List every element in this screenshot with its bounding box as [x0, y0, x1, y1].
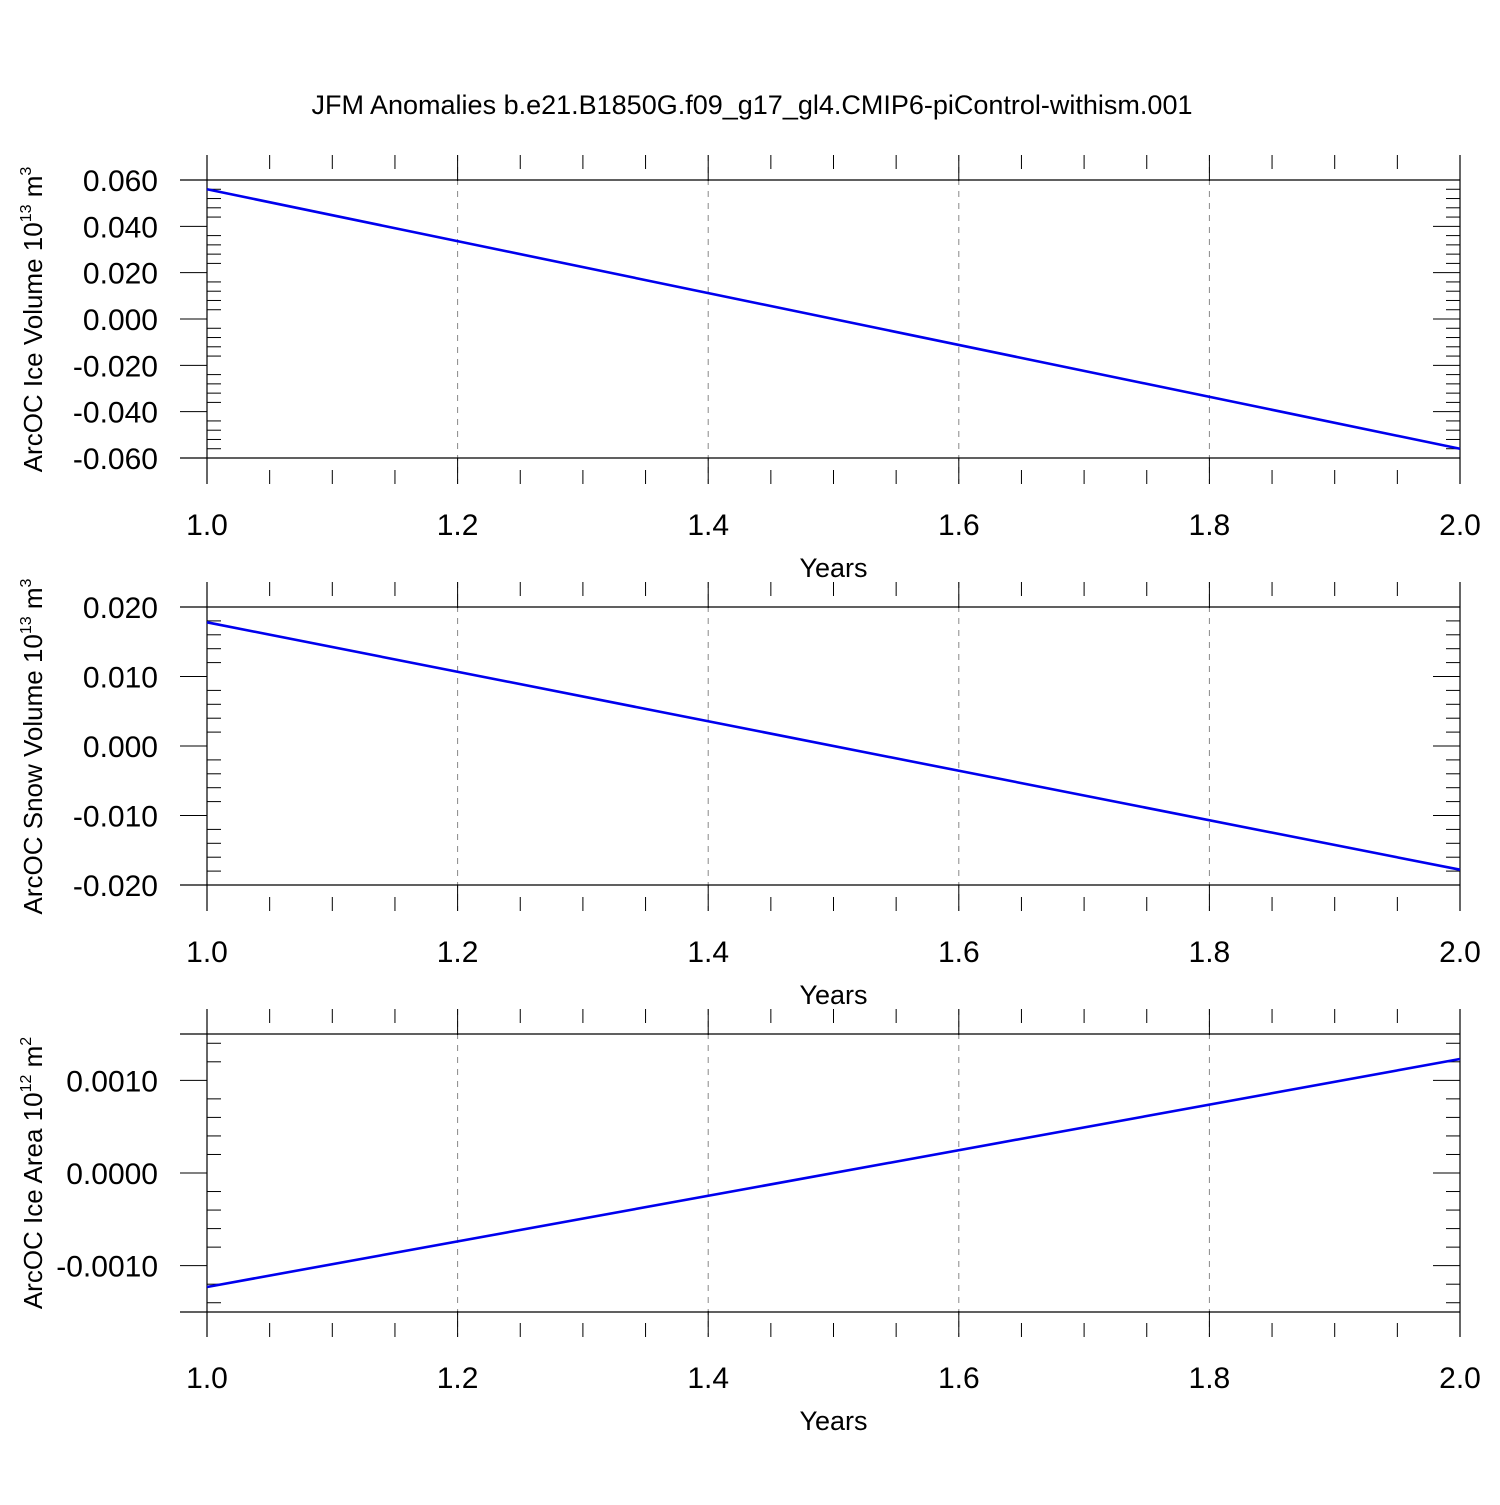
series-line-1 — [206, 621, 1461, 871]
x-tick-label: 1.6 — [938, 1362, 980, 1395]
x-tick-label: 1.4 — [687, 1362, 729, 1395]
chart-title: JFM Anomalies b.e21.B1850G.f09_g17_gl4.C… — [312, 90, 1193, 120]
y-axis-label-superscript: 3 — [18, 167, 35, 176]
y-axis-label-text: ArcOC Ice Volume 10 — [18, 222, 48, 472]
x-axis-label: Years — [799, 553, 867, 583]
x-tick-label: 1.8 — [1189, 509, 1231, 542]
y-tick-label: 0.000 — [83, 731, 158, 764]
y-axis-label-superscript: 2 — [18, 1037, 35, 1046]
y-tick-label: -0.010 — [73, 801, 158, 834]
y-tick-label: 0.020 — [83, 258, 158, 291]
y-tick-label: -0.060 — [73, 443, 158, 476]
y-axis-label: ArcOC Ice Area 1012 m2 — [18, 1037, 48, 1309]
x-tick-label: 1.4 — [687, 509, 729, 542]
x-tick-label: 1.2 — [437, 936, 479, 969]
x-tick-label: 1.2 — [437, 1362, 479, 1395]
y-tick-label: -0.0010 — [56, 1251, 158, 1284]
y-axis-label: ArcOC Ice Volume 1013 m3 — [18, 167, 48, 473]
y-axis-label-text: ArcOC Ice Area 10 — [18, 1092, 48, 1309]
x-axis-label: Years — [799, 1406, 867, 1436]
y-axis-label-text: m — [18, 176, 48, 205]
series-line-1 — [206, 187, 1461, 451]
x-tick-label: 1.8 — [1189, 936, 1231, 969]
x-tick-label: 1.8 — [1189, 1362, 1231, 1395]
x-tick-label: 1.2 — [437, 509, 479, 542]
y-tick-label: 0.000 — [83, 304, 158, 337]
x-tick-label: 2.0 — [1439, 1362, 1481, 1395]
x-axis-label: Years — [799, 980, 867, 1010]
y-tick-label: -0.040 — [73, 397, 158, 430]
y-axis-label-superscript: 12 — [18, 1075, 35, 1093]
x-tick-label: 1.6 — [938, 936, 980, 969]
x-tick-label: 2.0 — [1439, 936, 1481, 969]
y-tick-label: 0.0010 — [66, 1065, 158, 1098]
y-tick-label: -0.020 — [73, 870, 158, 903]
y-axis-label-superscript: 13 — [18, 204, 35, 222]
x-tick-label: 1.0 — [186, 936, 228, 969]
y-tick-label: 0.060 — [83, 165, 158, 198]
y-tick-label: 0.010 — [83, 662, 158, 695]
y-axis-label-text: ArcOC Snow Volume 10 — [18, 634, 48, 914]
y-tick-label: 0.0000 — [66, 1158, 158, 1191]
y-tick-label: 0.040 — [83, 211, 158, 244]
series-line-1 — [206, 1057, 1461, 1289]
y-axis-label-text: m — [18, 1046, 48, 1075]
x-tick-label: 1.6 — [938, 509, 980, 542]
chart-panel-3: 0.0010 0.0000 -0.0010 1.0 1.2 1.4 1.6 1.8 2.0 Yea… — [18, 1009, 1481, 1436]
y-axis-label-text: m — [18, 587, 48, 616]
y-tick-label: -0.020 — [73, 350, 158, 383]
x-tick-label: 1.0 — [186, 509, 228, 542]
chart-panel-2: 0.020 0.010 0.000 -0.010 -0.020 1.0 1.2 1.4 1.6 1… — [18, 578, 1481, 1010]
y-axis-label: ArcOC Snow Volume 1013 m3 — [18, 578, 48, 914]
x-tick-label: 1.4 — [687, 936, 729, 969]
y-tick-label: 0.020 — [83, 592, 158, 625]
y-axis-label-superscript: 13 — [18, 616, 35, 634]
y-axis-label-superscript: 3 — [18, 578, 35, 587]
x-tick-label: 1.0 — [186, 1362, 228, 1395]
chart-panel-1: 0.060 0.040 0.020 0.000 -0.020 -0.040 -0.060 1.… — [18, 155, 1481, 583]
x-tick-label: 2.0 — [1439, 509, 1481, 542]
